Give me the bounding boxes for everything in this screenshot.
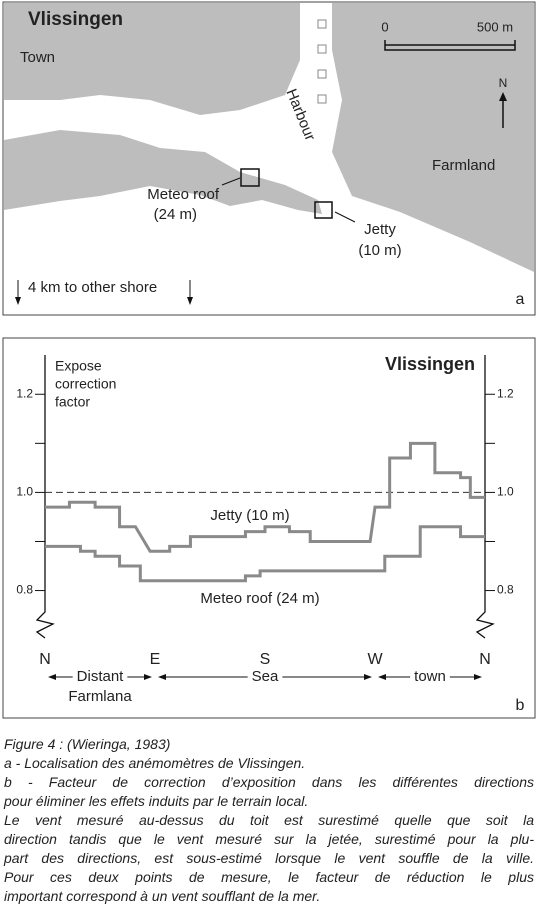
caption-line: Figure 4 : (Wieringa, 1983): [4, 736, 171, 752]
y-tick-label: 1.0: [497, 485, 514, 499]
line: [45, 525, 485, 583]
caption-line: Le vent mesuré au-dessus du toit est sur…: [4, 812, 534, 828]
jetty-pointer: [334, 211, 356, 223]
arrow-head: [474, 674, 482, 680]
y-tick-label: 0.8: [16, 583, 33, 597]
y-tick-label: 1.2: [497, 386, 514, 400]
arrow-head: [48, 674, 56, 680]
y-axis: [35, 355, 55, 639]
label-town: Town: [20, 49, 55, 66]
series-label: Jetty (10 m): [210, 507, 289, 524]
scale-bar: [384, 40, 516, 51]
north-arrow-head: [499, 92, 507, 101]
y-axis-label: factor: [55, 394, 90, 410]
caption-line: part des directions, est sous-estimé lor…: [4, 850, 534, 866]
land-farm: [332, 3, 534, 272]
caption-line: Pour ces deux points de mesure, le facte…: [4, 869, 534, 885]
y-axis-label: correction: [55, 376, 116, 392]
meteo-pointer: [221, 177, 241, 186]
scale-label: 0: [381, 19, 388, 34]
figure: Vlissingen Town Harbour Farmland Meteo r…: [2, 1, 536, 719]
piers: [317, 19, 327, 104]
arrow-head: [378, 674, 386, 680]
x-tick-label: S: [260, 651, 271, 668]
caption-line: direction tandis que le vent mesuré sur …: [4, 831, 534, 847]
north-label: N: [499, 76, 508, 90]
y-axis-label: Expose: [55, 358, 102, 374]
map-title: Vlissingen: [28, 9, 123, 30]
meteo-marker: [240, 168, 260, 187]
x-tick-label: W: [367, 651, 383, 668]
line: [45, 441, 485, 553]
x-tick-label: N: [479, 651, 491, 668]
caption-line: b - Facteur de correction d’exposition d…: [4, 774, 534, 790]
caption-line: important correspond à un vent soufflant…: [4, 888, 321, 904]
series-label: Meteo roof (24 m): [200, 590, 319, 607]
scale-label: 500 m: [477, 19, 513, 34]
label-farmland: Farmland: [432, 157, 495, 174]
panel-letter: b: [516, 697, 525, 714]
caption-line: a - Localisation des anémomètres de Vlis…: [4, 755, 306, 771]
shore-arrow-head: [15, 297, 21, 305]
sector-label: Farmlana: [68, 688, 132, 705]
y-tick-label: 1.2: [16, 386, 33, 400]
chart-title: Vlissingen: [385, 354, 475, 374]
x-tick-label: N: [39, 651, 51, 668]
y-tick-label: 0.8: [497, 583, 514, 597]
sector-label: Distant: [77, 668, 125, 685]
sector-label: Sea: [252, 668, 279, 685]
arrow-head: [158, 674, 166, 680]
land-shore: [4, 130, 322, 214]
x-tick-label: E: [150, 651, 161, 668]
jetty-marker: [314, 201, 333, 219]
arrow-head: [364, 674, 372, 680]
label-meteo: (24 m): [154, 206, 197, 223]
label-jetty: (10 m): [358, 242, 401, 259]
land-town: [4, 3, 300, 115]
label-jetty: Jetty: [364, 221, 396, 238]
y-tick-label: 1.0: [16, 485, 33, 499]
sector-label: town: [414, 668, 446, 685]
y-axis: [475, 355, 495, 639]
arrow-head: [144, 674, 152, 680]
label-meteo: Meteo roof: [147, 186, 220, 203]
caption-line: pour éliminer les effets induits par le …: [4, 793, 309, 809]
shore-arrow-head: [187, 297, 193, 305]
shore-label: 4 km to other shore: [28, 279, 157, 296]
panel-letter: a: [516, 291, 525, 308]
